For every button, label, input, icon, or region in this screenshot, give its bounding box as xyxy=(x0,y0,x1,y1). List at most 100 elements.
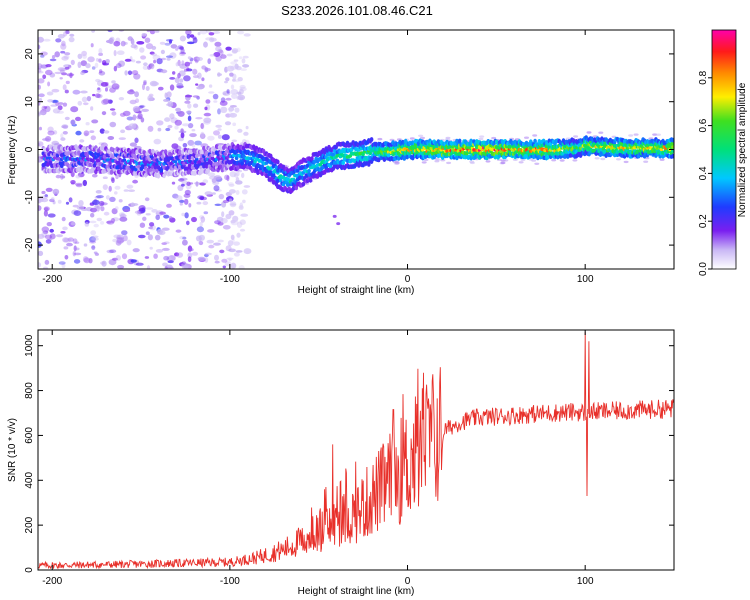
spectrogram-noise-cell xyxy=(70,106,79,113)
spectrogram-noise-cell xyxy=(101,60,107,66)
spectrogram-band-cell xyxy=(216,155,220,159)
spectrogram-noise-cell xyxy=(143,81,147,86)
spectrogram-noise-cell xyxy=(51,197,55,201)
spectrogram-noise-cell xyxy=(242,199,246,204)
spectrogram-noise-cell xyxy=(118,97,125,101)
spectrogram-noise-cell xyxy=(41,190,46,195)
spectrogram-noise-cell xyxy=(60,137,66,141)
spectrogram-noise-cell xyxy=(503,159,509,162)
spectrogram-noise-cell xyxy=(80,71,85,76)
spectrogram-noise-cell xyxy=(217,134,222,139)
spectrogram-noise-cell xyxy=(655,133,661,136)
spectrogram-noise-cell xyxy=(99,69,103,74)
spectrogram-band-cell xyxy=(203,161,208,166)
spectrogram-noise-cell xyxy=(151,53,157,57)
spectrogram-band-cell xyxy=(308,177,313,183)
spectrogram-noise-cell xyxy=(55,174,61,179)
spectrogram-noise-cell xyxy=(220,106,228,114)
spectrogram-noise-cell xyxy=(175,107,182,112)
spectrogram-noise-cell xyxy=(177,72,181,79)
spectrogram-noise-cell xyxy=(227,182,234,186)
spectrogram-noise-cell xyxy=(45,187,53,192)
spectrogram-noise-cell xyxy=(174,125,179,130)
spectrogram-noise-cell xyxy=(478,137,484,141)
spectrogram-noise-cell xyxy=(225,97,232,101)
spectrogram-noise-cell xyxy=(169,39,172,44)
spectrogram-x-ticks: -200 -100 0 100 xyxy=(42,30,594,285)
spectrogram-noise-cell xyxy=(95,190,102,194)
spectrogram-noise-cell xyxy=(520,158,526,162)
spectrogram-noise-cell xyxy=(80,90,88,94)
spectrogram-noise-cell xyxy=(186,33,191,39)
spectrogram-noise-cell xyxy=(181,183,185,187)
spectrogram-noise-cell xyxy=(200,131,205,138)
spectrogram-noise-cell xyxy=(51,55,56,59)
colorbar-tick-label: 0.8 xyxy=(698,70,709,84)
spectrogram-noise-cell xyxy=(221,211,225,218)
spectrogram-noise-cell xyxy=(179,235,187,240)
spectrogram-noise-cell xyxy=(394,161,400,165)
spectrogram-noise-cell xyxy=(85,122,90,126)
spectrogram-noise-cell xyxy=(134,137,139,144)
spectrogram-noise-cell xyxy=(146,265,151,269)
spectrogram-noise-cell xyxy=(184,198,189,205)
spectrogram-noise-cell xyxy=(643,160,649,163)
spectrogram-noise-cell xyxy=(229,105,237,108)
spectrogram-noise-cell xyxy=(40,54,45,58)
spectrogram-noise-cell xyxy=(203,41,208,48)
spectrogram-noise-cell xyxy=(55,38,62,43)
spectrogram-noise-cell xyxy=(239,84,246,89)
spectrogram-noise-cell xyxy=(176,85,184,89)
spectrogram-noise-cell xyxy=(38,63,43,70)
spectrogram-noise-cell xyxy=(112,257,118,261)
spectrogram-noise-cell xyxy=(193,103,199,108)
spectrogram-noise-cell xyxy=(142,216,147,221)
spectrogram-y-label: Frequency (Hz) xyxy=(7,116,18,185)
spectrogram-noise-cell xyxy=(187,115,192,122)
spectrogram-noise-cell xyxy=(43,266,48,269)
spectrogram-band-cell xyxy=(260,164,265,169)
spectrogram-band-cell xyxy=(108,160,112,165)
spectrogram-noise-cell xyxy=(197,32,201,36)
spectrogram-noise-cell xyxy=(127,36,133,41)
spectrogram-noise-cell xyxy=(169,84,175,91)
spectrogram-noise-cell xyxy=(146,30,151,33)
spectrogram-noise-cell xyxy=(214,260,220,264)
spectrogram-noise-cell xyxy=(62,237,69,243)
spectrogram-noise-cell xyxy=(211,37,217,42)
spectrogram-noise-cell xyxy=(518,161,524,164)
spectrogram-band-cell xyxy=(301,181,306,187)
spectrogram-noise-cell xyxy=(175,195,183,201)
spectrogram-noise-cell xyxy=(224,121,232,126)
spectrogram-noise-cell xyxy=(59,77,63,80)
spectrogram-noise-cell xyxy=(440,159,446,162)
spectrogram-noise-cell xyxy=(174,119,182,126)
spectrogram-noise-cell xyxy=(159,211,166,215)
snr-panel: -200 -100 0 100 0 200 400 600 800 1000 Height of… xyxy=(7,329,675,597)
spectrogram-blip-cell xyxy=(336,222,341,226)
spectrogram-noise-cell xyxy=(84,222,90,227)
spectrogram-noise-cell xyxy=(228,210,235,216)
colorbar: 0.0 0.2 0.4 0.6 0.8 Normalized spectral ampl… xyxy=(698,29,748,276)
spectrogram-noise-cell xyxy=(149,30,156,35)
spectrogram-noise-cell xyxy=(157,127,162,132)
spectrogram-noise-cell xyxy=(109,108,116,111)
spectrogram-noise-cell xyxy=(223,92,227,96)
spectrogram-noise-cell xyxy=(118,199,123,203)
spectrogram-noise-cell xyxy=(187,256,192,263)
spectrogram-noise-cell xyxy=(418,134,424,137)
spectrogram-band-cell xyxy=(295,168,300,173)
spectrogram-noise-cell xyxy=(96,195,104,199)
snr-line xyxy=(38,332,674,570)
spectrogram-noise-cell xyxy=(160,69,168,74)
spectrogram-noise-cell xyxy=(155,249,163,253)
spectrogram-noise-cell xyxy=(77,53,83,59)
spectrogram-noise-cell xyxy=(91,237,99,241)
spectrogram-noise-cell xyxy=(180,48,185,54)
spectrogram-noise-cell xyxy=(171,181,176,185)
spectrogram-noise-cell xyxy=(121,253,128,260)
spectrogram-noise-cell xyxy=(176,252,184,258)
spectrogram-noise-cell xyxy=(61,262,66,269)
spectrogram-noise-cell xyxy=(41,231,47,238)
spectrogram-noise-cell xyxy=(192,95,200,98)
